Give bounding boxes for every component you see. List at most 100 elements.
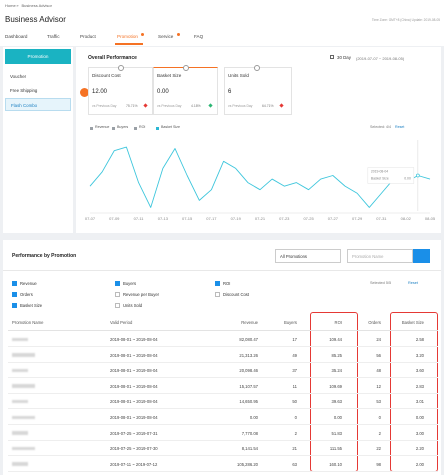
table-cell: 21: [292, 446, 297, 452]
table-cell: 22: [376, 446, 381, 452]
column-header: ROI: [334, 320, 342, 325]
card-value: 0.00: [157, 89, 169, 95]
sidebar-button[interactable]: Promotion: [5, 49, 71, 64]
table-cell: 11: [292, 383, 297, 389]
nav-tab[interactable]: Traffic: [47, 34, 60, 39]
checkbox[interactable]: [115, 303, 120, 308]
tooltip-label: Basket Size: [371, 177, 389, 181]
checkbox[interactable]: [215, 292, 220, 297]
card-icon: [118, 65, 124, 71]
name-blurred: [12, 353, 35, 357]
checkbox[interactable]: [215, 281, 220, 286]
sidebar: [3, 47, 73, 233]
checkbox-label[interactable]: Revenue per Buyer: [123, 292, 160, 297]
legend-label[interactable]: Basket Size: [161, 125, 180, 129]
nav-tab[interactable]: Promotion: [117, 34, 138, 39]
checkbox-label[interactable]: Units Sold: [123, 303, 143, 308]
checkbox-label[interactable]: Revenue: [20, 281, 37, 286]
card-icon: [183, 65, 189, 71]
table-cell: 111.55: [329, 446, 342, 452]
nav-dot: [176, 33, 180, 36]
period[interactable]: 30 Day: [337, 55, 351, 60]
name-blurred: [12, 415, 35, 419]
table-cell: 98: [376, 461, 381, 467]
metric-card[interactable]: [88, 67, 153, 115]
table-cell: 0: [378, 415, 381, 420]
checkbox-label[interactable]: Buyers: [123, 281, 137, 286]
table-cell: 2019-08-01 ~ 2019-08-04: [110, 415, 158, 420]
checkbox-label[interactable]: Orders: [20, 292, 33, 297]
card-compare: vs Previous Day: [228, 104, 253, 108]
breadcrumb[interactable]: Home: [5, 3, 16, 8]
tooltip-box: [367, 167, 415, 184]
card-value: 6: [228, 89, 232, 95]
filter-dropdown[interactable]: All Promotions: [275, 249, 341, 263]
legend-label[interactable]: Buyers: [117, 125, 129, 129]
table-cell: 2019-08-01 ~ 2019-08-04: [110, 383, 158, 389]
name-blurred: [12, 384, 35, 388]
table-cell: 63: [292, 461, 297, 467]
nav-tab[interactable]: Product: [80, 34, 96, 39]
highlight-box: [310, 312, 358, 472]
x-tick-label: 07-27: [328, 216, 339, 221]
table-cell: 2019-08-01 ~ 2019-08-04: [110, 352, 158, 358]
table-cell: 51.83: [331, 430, 342, 436]
card-change: 75.71%: [126, 104, 138, 108]
table-cell: 2: [378, 430, 381, 436]
column-header: Revenue: [241, 320, 258, 325]
breadcrumb[interactable]: Business Advisor: [21, 3, 52, 8]
legend-label[interactable]: Revenue: [95, 125, 110, 129]
card-value: 12.00: [92, 89, 108, 95]
table-cell: 53: [376, 399, 381, 405]
name-blurred: [12, 399, 28, 404]
trend-line: [89, 146, 431, 208]
table-cell: 109.44: [329, 337, 342, 342]
name-blurred: [12, 431, 28, 435]
checkbox[interactable]: [12, 292, 17, 297]
selected-count: Selected 5/5: [370, 281, 392, 285]
table-cell: 3.20: [415, 352, 424, 358]
table-cell: 2019-08-01 ~ 2019-08-04: [110, 337, 158, 342]
search-button[interactable]: [413, 249, 430, 263]
sidebar-item[interactable]: Free Shipping: [10, 88, 38, 93]
sidebar-item[interactable]: Flash Combo: [5, 98, 71, 111]
sidebar-item[interactable]: Voucher: [10, 74, 27, 79]
checkbox[interactable]: [115, 292, 120, 297]
legend-swatch: [90, 126, 93, 130]
tooltip-date: 2019-08-04: [371, 170, 388, 174]
table-cell: 2.00: [415, 461, 424, 467]
nav-tab[interactable]: Service: [158, 34, 174, 39]
checkbox[interactable]: [12, 281, 17, 286]
table-cell: 50: [292, 399, 297, 405]
checkbox[interactable]: [12, 303, 17, 308]
table-cell: 2019-07-11 ~ 2019-07-12: [110, 461, 158, 467]
table-cell: 2.83: [415, 383, 424, 389]
page-title: Business Advisor: [5, 15, 66, 24]
table-cell: 160.10: [329, 461, 342, 467]
table-cell: 20,098.46: [239, 368, 258, 374]
reset-link[interactable]: Reset: [395, 125, 405, 129]
checkbox-label[interactable]: Discount Cost: [223, 292, 250, 297]
column-header: Orders: [368, 320, 381, 325]
card-label: Basket Size: [157, 73, 182, 78]
table-cell: 2019-07-25 ~ 2019-07-30: [110, 446, 158, 452]
card-label: Units Sold: [228, 73, 249, 78]
nav-tab[interactable]: Dashboard: [5, 34, 28, 39]
name-blurred: [12, 446, 35, 451]
table-cell: 2019-08-01 ~ 2019-08-04: [110, 368, 158, 374]
card-icon: [254, 65, 260, 71]
nav-tab[interactable]: FAQ: [194, 34, 204, 39]
checkbox[interactable]: [115, 281, 120, 286]
nav-underline: [115, 43, 143, 45]
table-cell: 3.60: [415, 368, 424, 374]
legend-label[interactable]: ROI: [139, 125, 146, 129]
checkbox-label[interactable]: Basket Size: [20, 303, 43, 308]
search-input[interactable]: Promotion Name: [347, 249, 413, 263]
legend-swatch: [112, 126, 115, 130]
table-cell: 0.00: [249, 415, 258, 420]
reset-link[interactable]: Reset: [408, 281, 418, 285]
timezone: Time Zone: GMT+8 (China) Update: 2019-08…: [371, 18, 440, 22]
table-cell: 35.24: [331, 368, 342, 374]
checkbox-label[interactable]: ROI: [223, 281, 231, 286]
card-change: 4.18%: [191, 104, 201, 108]
